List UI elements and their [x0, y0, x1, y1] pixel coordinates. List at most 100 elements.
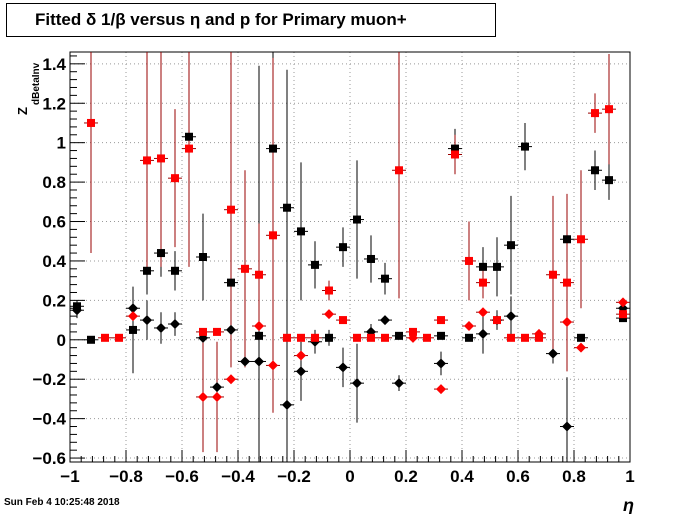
- data-point-square: [227, 278, 235, 287]
- datestamp: Sun Feb 4 10:25:48 2018: [4, 497, 120, 508]
- data-point-square: [465, 256, 473, 265]
- data-point-square: [577, 235, 585, 244]
- data-point-diamond: [506, 311, 516, 322]
- data-point-square: [437, 316, 445, 325]
- data-point-square: [605, 176, 613, 185]
- y-tick-label: 0.4: [42, 252, 66, 271]
- data-point-diamond: [464, 320, 474, 331]
- grid: [70, 52, 630, 462]
- data-point-square: [185, 144, 193, 153]
- data-point-diamond: [282, 399, 292, 410]
- data-point-square: [353, 215, 361, 224]
- data-point-diamond: [128, 303, 138, 314]
- data-point-square: [269, 144, 277, 153]
- axis-ticks: [69, 55, 631, 462]
- data-point-square: [395, 166, 403, 175]
- y-tick-label: 1.2: [42, 94, 66, 113]
- data-point-diamond: [324, 309, 334, 320]
- x-tick-label: 0.2: [394, 467, 418, 486]
- data-point-diamond: [618, 297, 628, 308]
- x-tick-label: 0.4: [450, 467, 474, 486]
- data-point-square: [213, 327, 221, 336]
- error-bars: [70, 52, 630, 462]
- x-tick-label: −0.6: [165, 467, 199, 486]
- data-point-diamond: [394, 378, 404, 389]
- data-point-square: [521, 142, 529, 151]
- data-point-square: [381, 274, 389, 283]
- data-point-square: [367, 254, 375, 263]
- y-tick-label: −0.2: [32, 370, 66, 389]
- data-point-diamond: [576, 342, 586, 353]
- x-tick-label: 0: [345, 467, 354, 486]
- data-point-diamond: [562, 317, 572, 328]
- data-point-diamond: [478, 328, 488, 339]
- data-point-diamond: [436, 358, 446, 369]
- y-tick-label: 1.4: [42, 55, 66, 74]
- data-point-square: [311, 260, 319, 269]
- y-tick-label: −0.6: [32, 449, 66, 468]
- data-point-square: [395, 331, 403, 340]
- data-point-square: [157, 154, 165, 163]
- chart-title: Fitted δ 1/β versus η and p for Primary …: [6, 3, 496, 37]
- y-tick-label: 0.8: [42, 173, 66, 192]
- x-tick-label: −0.8: [109, 467, 143, 486]
- y-axis-label-main: Z: [15, 107, 30, 115]
- data-point-square: [549, 270, 557, 279]
- data-point-square: [605, 105, 613, 114]
- y-tick-label: 0.2: [42, 291, 66, 310]
- data-point-diamond: [212, 382, 222, 393]
- data-point-diamond: [408, 332, 418, 343]
- data-point-diamond: [380, 315, 390, 326]
- data-point-square: [437, 331, 445, 340]
- data-point-diamond: [254, 356, 264, 367]
- data-markers: [72, 105, 628, 432]
- data-point-diamond: [72, 305, 82, 316]
- data-point-diamond: [296, 366, 306, 377]
- data-point-square: [451, 150, 459, 159]
- data-point-diamond: [268, 360, 278, 371]
- data-point-square: [367, 333, 375, 342]
- data-point-square: [199, 253, 207, 261]
- data-point-square: [87, 118, 95, 127]
- data-point-square: [591, 166, 599, 175]
- data-point-square: [87, 335, 95, 344]
- data-point-diamond: [534, 328, 544, 339]
- x-tick-label: −0.2: [277, 467, 311, 486]
- data-point-square: [479, 278, 487, 287]
- x-tick-label: −1: [60, 467, 79, 486]
- data-point-square: [241, 264, 249, 273]
- data-point-square: [171, 266, 179, 275]
- data-point-square: [591, 109, 599, 118]
- y-tick-label: −0.4: [32, 410, 66, 429]
- data-point-diamond: [156, 322, 166, 333]
- data-point-square: [381, 333, 389, 342]
- data-point-square: [143, 156, 151, 165]
- data-point-diamond: [226, 324, 236, 335]
- tick-labels: −1 −0.8 −0.6 −0.4 −0.2 0 0.2 0.4 0.6 0.8 1 −0.6 −0.4…: [32, 55, 634, 486]
- data-point-square: [115, 333, 123, 342]
- data-point-square: [563, 235, 571, 244]
- data-point-square: [255, 270, 263, 279]
- x-tick-label: 0.6: [506, 467, 530, 486]
- x-tick-label: −0.4: [221, 467, 255, 486]
- data-point-square: [283, 333, 291, 342]
- y-tick-label: 1: [57, 134, 66, 153]
- data-point-square: [269, 231, 277, 240]
- data-point-diamond: [296, 350, 306, 361]
- data-point-square: [325, 333, 333, 342]
- data-point-square: [311, 333, 319, 342]
- data-point-square: [423, 333, 431, 342]
- data-point-diamond: [226, 374, 236, 385]
- data-point-square: [325, 286, 333, 295]
- data-point-square: [409, 327, 417, 336]
- x-tick-label: 0.8: [562, 467, 586, 486]
- data-point-square: [619, 310, 627, 319]
- data-point-square: [507, 333, 515, 342]
- y-axis-label-sub: dBetaInv: [31, 62, 42, 105]
- data-point-square: [143, 266, 151, 275]
- data-point-square: [171, 174, 179, 183]
- data-point-square: [227, 205, 235, 214]
- data-point-square: [185, 132, 193, 141]
- data-point-square: [339, 243, 347, 252]
